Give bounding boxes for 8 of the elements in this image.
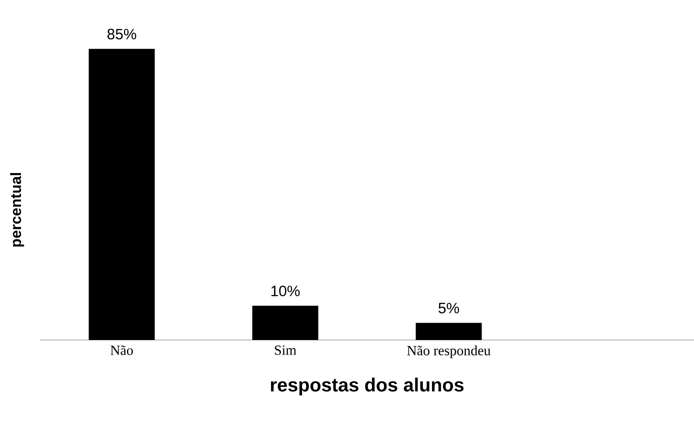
x-tick-label: Não [110, 346, 133, 356]
data-label: 10% [271, 286, 300, 296]
data-label: 5% [438, 302, 460, 314]
data-label: 85% [107, 28, 136, 40]
x-tick-label: Sim [274, 346, 296, 355]
y-axis-title: percentual [10, 173, 24, 247]
x-axis-title: respostas dos alunos [270, 378, 464, 396]
x-tick-label: Não respondeu [407, 346, 491, 358]
